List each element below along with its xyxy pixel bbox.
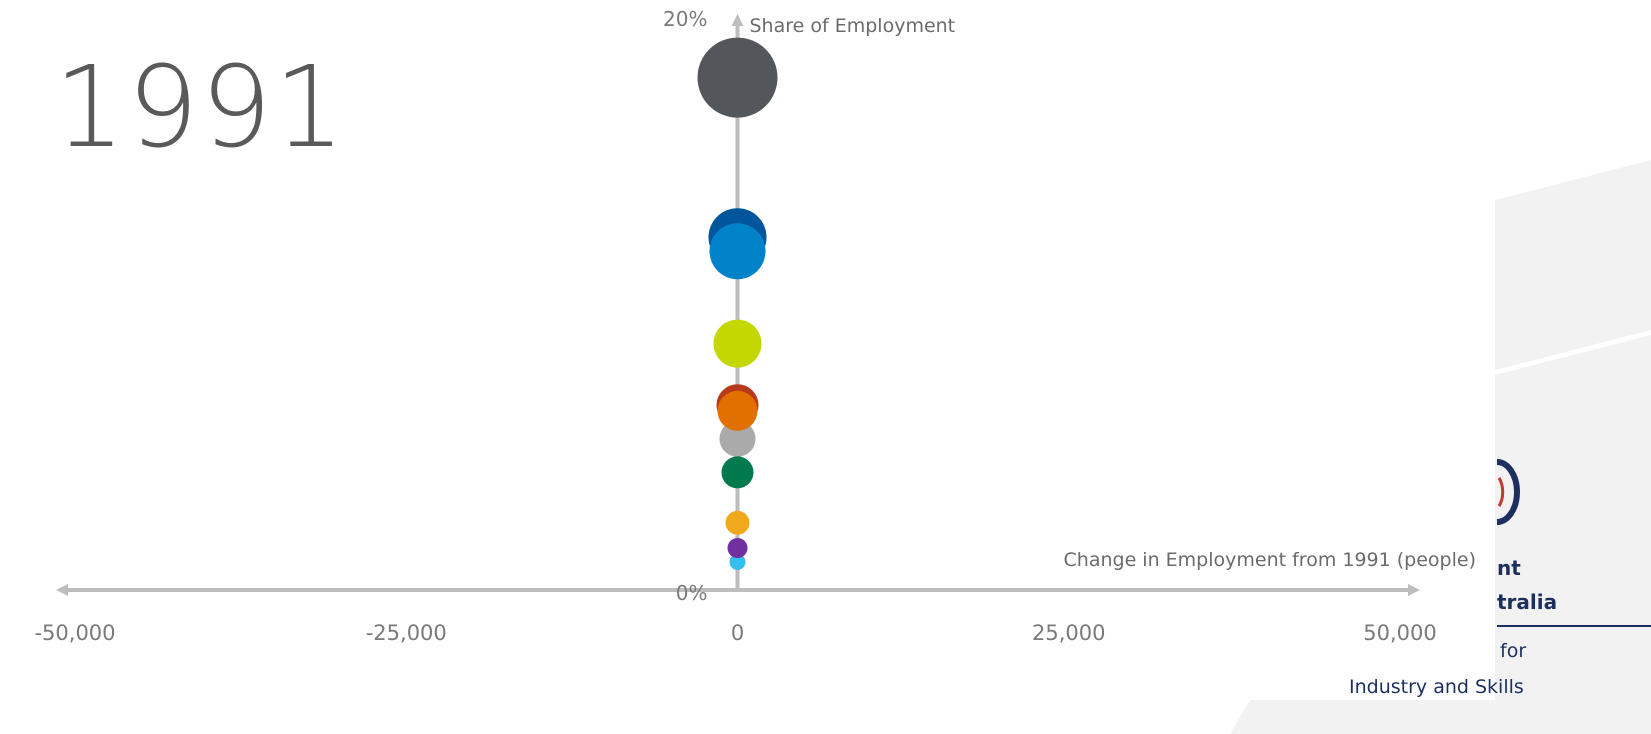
bubble-8[interactable] [725,510,750,535]
x-tick-label: 50,000 [1363,621,1436,645]
bubble-10[interactable] [727,538,748,558]
logo-line-2: tralia [1497,590,1558,614]
background-band-lower [1230,335,1651,734]
logo-line-4: Industry and Skills [1349,676,1524,698]
year-label: 1991 [54,43,348,173]
background-band-upper [1495,160,1651,370]
y-tick-labels: 0% 20% [663,7,707,605]
y-tick-label: 20% [663,7,707,31]
y-axis-title: Share of Employment [750,15,956,37]
coat-of-arms-fragment-red [1497,477,1505,507]
x-tick-label: 25,000 [1032,621,1105,645]
bubble-9[interactable] [729,554,746,570]
x-tick-label: 0 [731,621,744,645]
x-tick-label: -25,000 [366,621,447,645]
bubble-2[interactable] [709,223,766,280]
bubble-0[interactable] [697,37,778,118]
bubble-7[interactable] [721,456,754,489]
logo-divider [1497,625,1651,627]
bubble-group [697,37,778,570]
bubble-5[interactable] [719,420,756,457]
y-tick-label: 0% [676,581,708,605]
bubble-3[interactable] [713,319,762,368]
logo-line-1: nt [1497,556,1521,580]
logo-line-3: for [1500,640,1527,662]
x-tick-label: -50,000 [34,621,115,645]
x-tick-labels: -50,000 -25,000 0 25,000 50,000 [34,621,1436,645]
x-axis-title: Change in Employment from 1991 (people) [1064,549,1476,571]
coat-of-arms-fragment [1496,459,1520,525]
bubble-6[interactable] [717,390,758,431]
